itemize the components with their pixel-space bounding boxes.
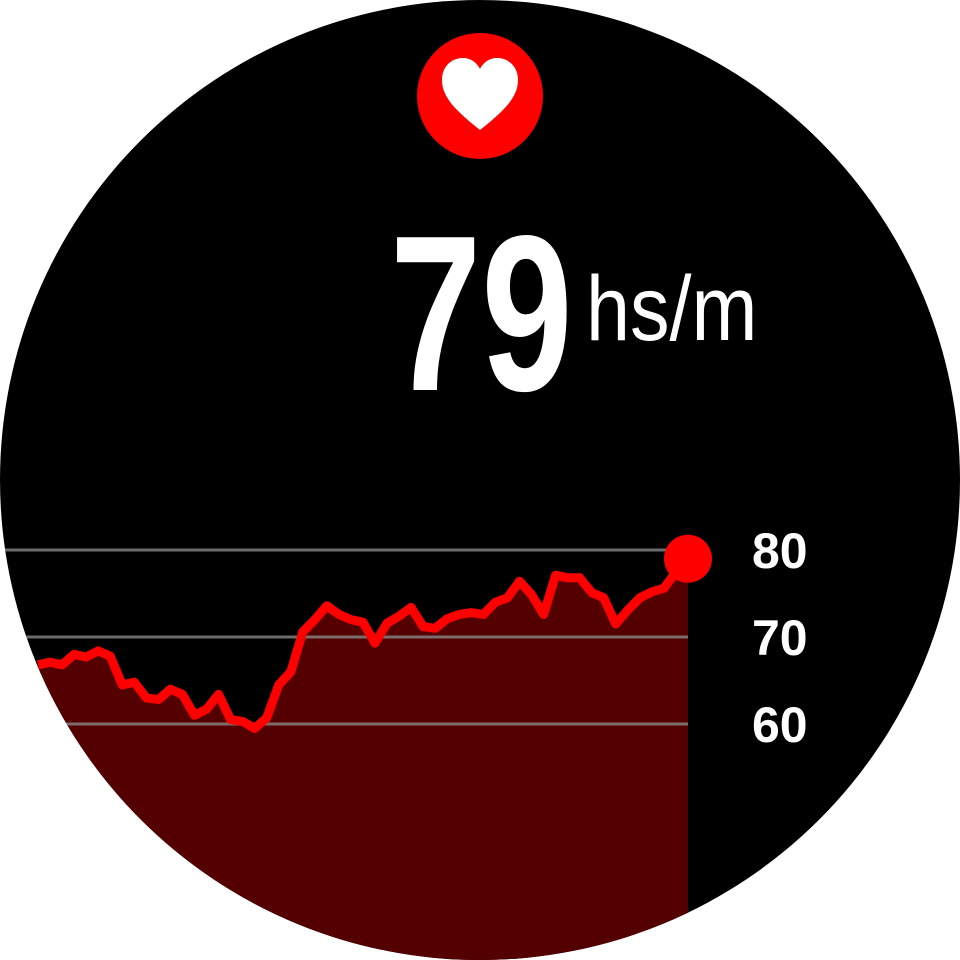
line (37, 555, 692, 733)
chart (0, 548, 692, 960)
heart-rate-unit: hs/m (586, 257, 757, 360)
current-point (664, 534, 712, 583)
y-tick-label: 60 (752, 697, 808, 753)
heart-icon (417, 33, 543, 159)
y-tick-label: 80 (752, 523, 808, 579)
area (38, 558, 688, 960)
y-tick-label: 70 (752, 610, 808, 666)
axis-labels: 60 70 80 (752, 523, 808, 753)
heart-rate-value: 79 (390, 190, 573, 438)
heart-shape (442, 58, 518, 130)
